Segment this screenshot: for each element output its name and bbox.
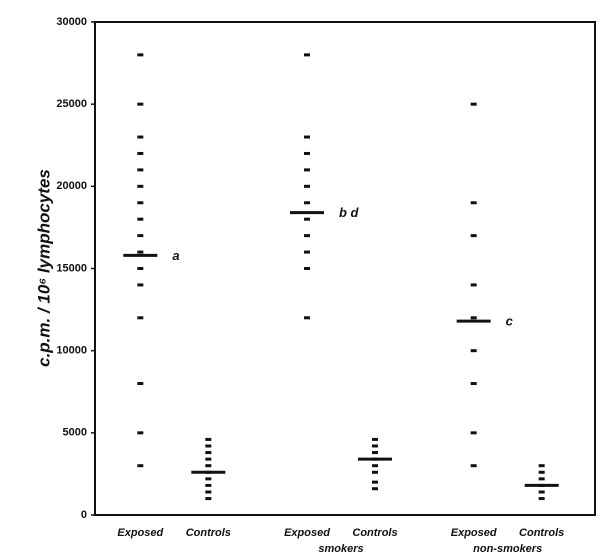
- data-point: [137, 201, 144, 205]
- data-point: [538, 477, 545, 481]
- data-point: [205, 437, 212, 441]
- y-tick-label: 20000: [56, 180, 87, 192]
- annotation: a: [172, 248, 179, 263]
- data-point: [205, 451, 212, 455]
- data-point: [137, 234, 144, 238]
- data-point: [538, 470, 545, 474]
- data-point: [137, 53, 144, 57]
- data-point: [304, 135, 310, 139]
- data-point: [137, 102, 144, 106]
- data-point: [538, 464, 545, 468]
- data-point: [304, 168, 310, 172]
- x-tick-label: Controls: [519, 527, 564, 539]
- data-point: [470, 316, 477, 320]
- x-tick-label: Exposed: [117, 527, 163, 539]
- data-point: [304, 250, 310, 254]
- data-point: [304, 316, 310, 320]
- data-point: [470, 283, 477, 287]
- data-point: [538, 497, 545, 501]
- y-axis-label: c.p.m. / 10⁶ lymphocytes: [34, 169, 53, 367]
- data-point: [538, 490, 545, 494]
- data-point: [137, 431, 144, 435]
- data-point: [304, 184, 310, 188]
- data-point: [304, 53, 310, 57]
- data-point: [137, 217, 144, 221]
- data-point: [137, 283, 144, 287]
- group-label: smokers: [318, 543, 363, 555]
- y-tick-label: 5000: [63, 427, 87, 439]
- data-point: [372, 444, 378, 448]
- data-point: [470, 234, 477, 238]
- data-point: [137, 316, 144, 320]
- data-point: [470, 102, 477, 106]
- data-point: [137, 250, 144, 254]
- data-point: [304, 217, 310, 221]
- data-point: [304, 201, 310, 205]
- data-point: [137, 464, 144, 468]
- data-point: [137, 151, 144, 155]
- y-tick-label: 0: [81, 509, 87, 521]
- x-tick-label: Exposed: [284, 527, 330, 539]
- data-point: [372, 470, 378, 474]
- y-tick-label: 25000: [56, 98, 87, 110]
- data-point: [137, 135, 144, 139]
- x-tick-label: Exposed: [451, 527, 497, 539]
- annotation: b d: [339, 205, 360, 220]
- data-point: [470, 349, 477, 353]
- data-point: [470, 201, 477, 205]
- data-point: [372, 487, 378, 491]
- x-tick-label: Controls: [352, 527, 397, 539]
- data-point: [470, 431, 477, 435]
- annotation: c: [506, 314, 514, 329]
- data-point: [137, 168, 144, 172]
- data-point: [137, 267, 144, 270]
- data-point: [372, 437, 378, 441]
- x-tick-label: Controls: [186, 527, 231, 539]
- data-point: [304, 267, 310, 270]
- data-point: [137, 184, 144, 188]
- data-point: [304, 151, 310, 155]
- data-point: [470, 464, 477, 468]
- data-point: [372, 464, 378, 468]
- group-label: non-smokers: [473, 543, 542, 555]
- data-point: [470, 382, 477, 386]
- data-point: [205, 497, 212, 501]
- data-point: [304, 234, 310, 238]
- data-point: [372, 451, 378, 455]
- data-point: [205, 464, 212, 468]
- data-point: [205, 477, 212, 481]
- y-tick-label: 10000: [56, 345, 87, 357]
- y-tick-label: 30000: [56, 16, 87, 28]
- data-point: [137, 382, 144, 386]
- y-tick-label: 15000: [56, 262, 87, 274]
- data-point: [205, 490, 212, 494]
- data-point: [205, 457, 212, 461]
- data-point: [205, 444, 212, 448]
- data-point: [205, 483, 212, 487]
- data-point: [372, 480, 378, 484]
- plot-frame: [94, 21, 596, 516]
